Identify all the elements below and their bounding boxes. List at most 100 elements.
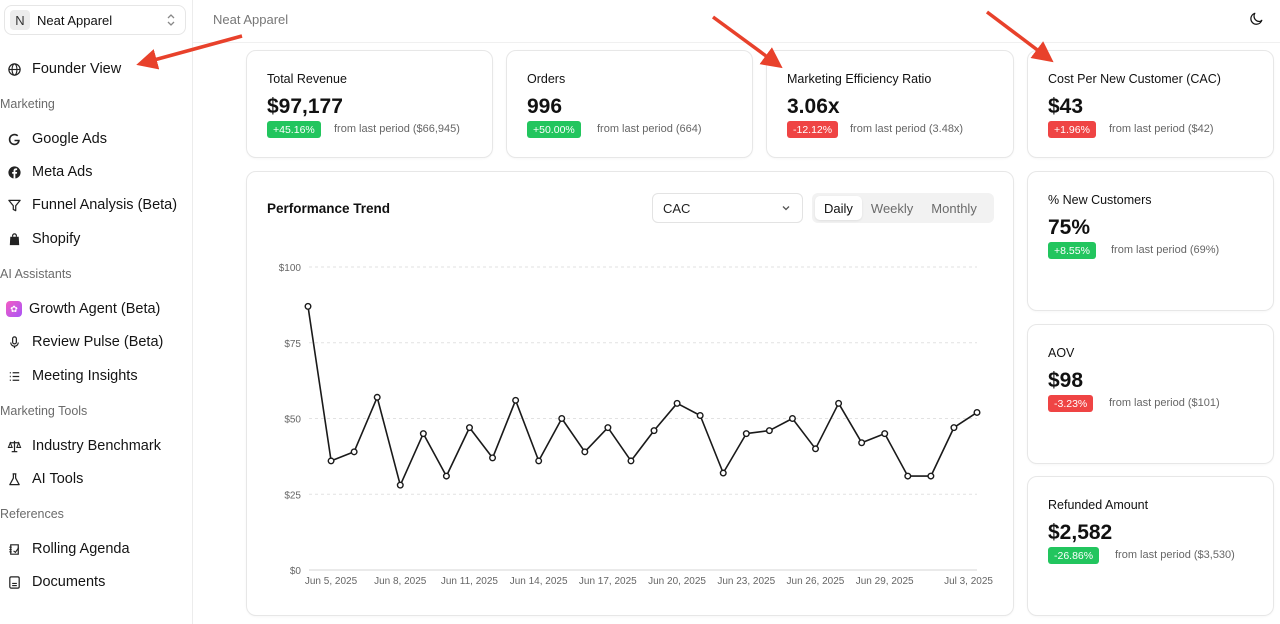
sidebar-item-label: Industry Benchmark [32,438,161,454]
sidebar-item-shopify[interactable]: Shopify [0,225,192,253]
data-point [812,445,820,453]
data-point [350,448,358,456]
kpi-card-aov[interactable]: AOV $98 -3.23% from last period ($101) [1027,324,1274,464]
sidebar-item-growth-agent[interactable]: ✿ Growth Agent (Beta) [0,295,192,323]
sidebar-item-label: AI Tools [32,471,84,487]
kpi-title: AOV [1048,346,1075,360]
data-point [835,399,843,407]
sidebar-item-label: Growth Agent (Beta) [29,301,161,317]
kpi-value: $43 [1048,95,1084,118]
agenda-icon [6,541,22,557]
x-tick-label: Jun 23, 2025 [717,576,775,587]
workspace-avatar: N [10,10,30,30]
data-point [535,457,543,465]
data-point [650,427,658,435]
y-tick-label: $75 [284,339,301,350]
chevrons-up-down-icon [167,14,175,26]
metric-select[interactable]: CAC [652,193,803,223]
kpi-change-badge: +50.00% [527,121,581,138]
x-tick-label: Jul 3, 2025 [944,576,993,587]
sidebar-item-review-pulse[interactable]: Review Pulse (Beta) [0,328,192,356]
kpi-value: $2,582 [1048,521,1113,544]
kpi-value: $97,177 [267,95,343,118]
kpi-compare-text: from last period ($66,945) [334,123,460,135]
sidebar-item-industry-benchmark[interactable]: Industry Benchmark [0,432,192,460]
sidebar-item-meta-ads[interactable]: Meta Ads [0,158,192,186]
sidebar-item-label: Review Pulse (Beta) [32,334,164,350]
period-weekly-button[interactable]: Weekly [870,200,914,216]
x-tick-label: Jun 14, 2025 [510,576,568,587]
google-icon [6,131,22,147]
data-point [419,430,427,438]
metric-select-value: CAC [663,200,691,216]
flask-icon [6,471,22,487]
series-line [307,306,978,486]
x-tick-label: Jun 26, 2025 [787,576,845,587]
moon-icon[interactable] [1250,12,1264,26]
kpi-card-marketing-efficiency-ratio[interactable]: Marketing Efficiency Ratio 3.06x -12.12%… [766,50,1014,158]
kpi-value: 996 [527,95,563,118]
period-monthly-button[interactable]: Monthly [931,200,977,216]
performance-trend-chart: $0 $25 $50 $75 $100 Jun 5, 2025 Jun 8, 2025 Jun… [279,263,994,587]
kpi-change-badge: -12.12% [787,121,839,138]
sidebar-item-ai-tools[interactable]: AI Tools [0,465,192,493]
kpi-change-badge: +8.55% [1048,242,1096,259]
x-tick-label: Jun 20, 2025 [648,576,706,587]
kpi-title: Marketing Efficiency Ratio [787,72,932,86]
data-point [673,399,681,407]
kpi-change-badge: +45.16% [267,121,321,138]
y-tick-label: $0 [290,566,302,577]
kpi-card-total-revenue[interactable]: Total Revenue $97,177 +45.16% from last … [246,50,493,158]
data-point [765,427,773,435]
x-tick-label: Jun 8, 2025 [374,576,427,587]
chart-title: Performance Trend [267,201,391,216]
data-point [788,414,796,422]
kpi-title: Total Revenue [267,72,347,86]
kpi-compare-text: from last period ($42) [1109,123,1214,135]
workspace-switcher[interactable]: N Neat Apparel [4,5,186,35]
data-point [973,408,981,416]
kpi-value: $98 [1048,369,1084,392]
growth-agent-icon: ✿ [6,301,22,317]
kpi-card-orders[interactable]: Orders 996 +50.00% from last period (664… [506,50,753,158]
data-point [719,469,727,477]
sidebar-item-documents[interactable]: Documents [0,568,192,596]
sidebar-item-label: Funnel Analysis (Beta) [32,197,178,213]
section-references: References [0,507,64,521]
sidebar-item-funnel-analysis[interactable]: Funnel Analysis (Beta) [0,191,192,219]
sidebar-item-label: Shopify [32,231,81,247]
kpi-title: % New Customers [1048,193,1152,207]
sidebar-item-label: Rolling Agenda [32,541,130,557]
kpi-title: Cost Per New Customer (CAC) [1048,72,1221,86]
period-daily-button[interactable]: Daily [815,196,862,220]
list-icon [6,368,22,384]
sidebar-item-rolling-agenda[interactable]: Rolling Agenda [0,535,192,563]
globe-icon [6,61,22,77]
sidebar-item-meeting-insights[interactable]: Meeting Insights [0,362,192,390]
kpi-compare-text: from last period (664) [597,123,702,135]
document-icon [6,574,22,590]
y-tick-label: $50 [284,415,301,426]
kpi-value: 3.06x [787,95,840,118]
y-tick-label: $100 [279,263,302,274]
data-point [604,424,612,432]
section-marketing-tools: Marketing Tools [0,404,88,418]
kpi-change-badge: +1.96% [1048,121,1096,138]
data-point [858,439,866,447]
sidebar-item-founder-view[interactable]: Founder View [0,55,192,83]
x-tick-label: Jun 5, 2025 [305,576,358,587]
kpi-card-cac[interactable]: Cost Per New Customer (CAC) $43 +1.96% f… [1027,50,1274,158]
sidebar-item-google-ads[interactable]: Google Ads [0,125,192,153]
kpi-value: 75% [1048,216,1091,239]
kpi-card-refunded-amount[interactable]: Refunded Amount $2,582 -26.86% from last… [1027,476,1274,616]
data-point [327,457,335,465]
data-point [465,424,473,432]
kpi-card-new-customers[interactable]: % New Customers 75% +8.55% from last per… [1027,171,1274,311]
sidebar-item-label: Meta Ads [32,164,93,180]
sidebar: N Neat Apparel Founder View Marketing Go… [0,0,193,624]
x-tick-label: Jun 17, 2025 [579,576,637,587]
x-tick-label: Jun 11, 2025 [441,576,499,587]
sidebar-item-label: Google Ads [32,131,107,147]
data-point [373,393,381,401]
sidebar-item-label: Meeting Insights [32,368,138,384]
